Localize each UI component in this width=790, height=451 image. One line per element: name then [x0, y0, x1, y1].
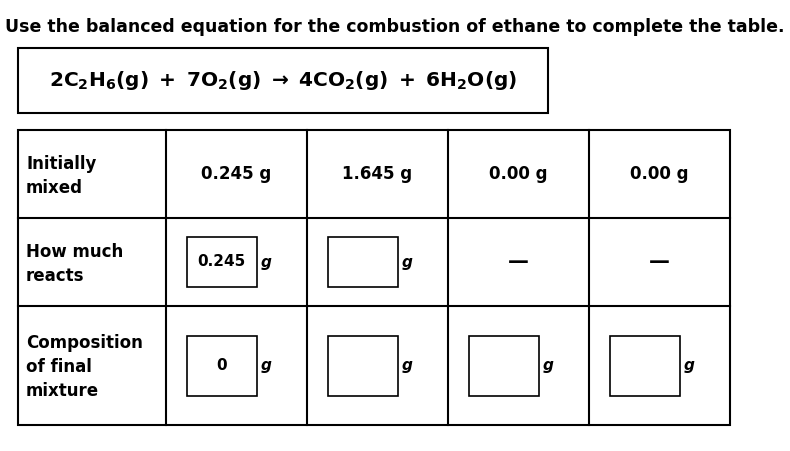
Text: g: g [261, 358, 272, 373]
Text: $\mathbf{2C_2H_6}$$\mathit{\mathbf{(g)}}$$\mathbf{\ +\ 7O_2}$$\mathit{\mathbf{(g: $\mathbf{2C_2H_6}$$\mathit{\mathbf{(g)}}… [49, 69, 517, 92]
Bar [18, 48, 548, 113]
Text: 0.245 g: 0.245 g [201, 165, 272, 183]
Text: 0.00 g: 0.00 g [489, 165, 547, 183]
Bar [186, 237, 257, 287]
Text: g: g [402, 254, 413, 270]
Text: Initially: Initially [26, 155, 96, 173]
Text: 0: 0 [216, 358, 227, 373]
Text: g: g [684, 358, 695, 373]
Text: g: g [261, 254, 272, 270]
Bar [610, 336, 679, 396]
Text: 1.645 g: 1.645 g [342, 165, 412, 183]
Bar [468, 336, 539, 396]
Text: —: — [649, 252, 670, 272]
Text: 0.245: 0.245 [198, 254, 246, 270]
Text: reacts: reacts [26, 267, 85, 285]
Bar [18, 130, 730, 425]
Text: —: — [508, 252, 529, 272]
Text: Use the balanced equation for the combustion of ethane to complete the table.: Use the balanced equation for the combus… [6, 18, 784, 36]
Text: g: g [543, 358, 554, 373]
Bar [186, 336, 257, 396]
Text: 0.00 g: 0.00 g [630, 165, 689, 183]
Text: Composition: Composition [26, 335, 143, 353]
Bar [328, 237, 397, 287]
Text: of final: of final [26, 359, 92, 377]
Text: mixture: mixture [26, 382, 99, 400]
Text: mixed: mixed [26, 179, 83, 197]
Text: g: g [402, 358, 413, 373]
Bar [328, 336, 397, 396]
Text: How much: How much [26, 243, 123, 261]
